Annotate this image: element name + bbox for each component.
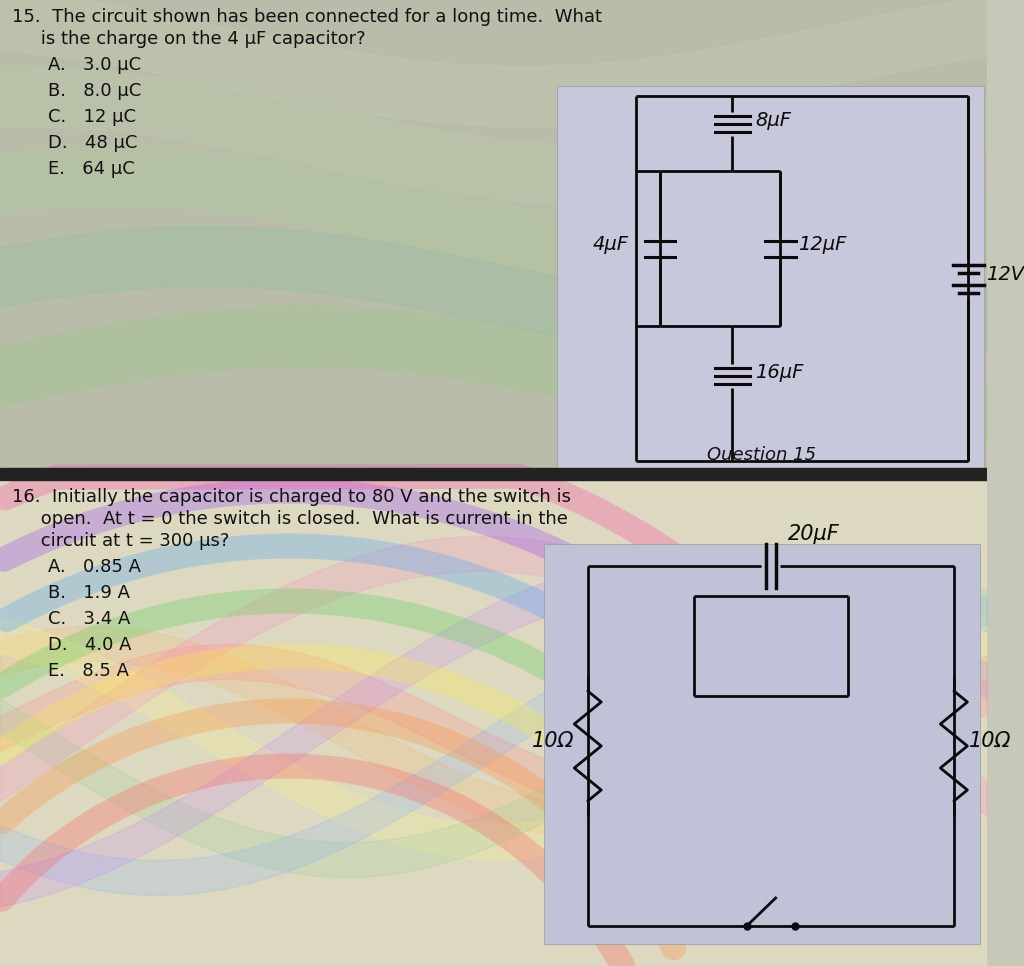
Text: 10Ω: 10Ω <box>970 731 1012 751</box>
Text: 12μF: 12μF <box>798 236 846 254</box>
Text: 16.  Initially the capacitor is charged to 80 V and the switch is: 16. Initially the capacitor is charged t… <box>11 488 570 506</box>
Bar <box>0 468 987 480</box>
Text: C.   12 μC: C. 12 μC <box>48 108 136 126</box>
Text: B.   8.0 μC: B. 8.0 μC <box>48 82 141 100</box>
Text: 8μF: 8μF <box>756 110 792 129</box>
Bar <box>0 0 987 476</box>
Bar <box>557 86 984 471</box>
Text: A.   0.85 A: A. 0.85 A <box>48 558 141 576</box>
Text: C.   3.4 A: C. 3.4 A <box>48 610 130 628</box>
Text: open.  At t = 0 the switch is closed.  What is current in the: open. At t = 0 the switch is closed. Wha… <box>11 510 567 528</box>
Text: 16μF: 16μF <box>756 362 804 382</box>
Bar <box>545 544 980 944</box>
Text: E.   8.5 A: E. 8.5 A <box>48 662 129 680</box>
Text: Question 15: Question 15 <box>707 446 816 464</box>
Bar <box>0 476 987 966</box>
Text: A.   3.0 μC: A. 3.0 μC <box>48 56 141 74</box>
Text: 15.  The circuit shown has been connected for a long time.  What: 15. The circuit shown has been connected… <box>11 8 601 26</box>
Text: 12V: 12V <box>986 266 1024 285</box>
Text: circuit at t = 300 μs?: circuit at t = 300 μs? <box>11 532 229 550</box>
Text: D.   48 μC: D. 48 μC <box>48 134 137 152</box>
Text: B.   1.9 A: B. 1.9 A <box>48 584 130 602</box>
Text: 4μF: 4μF <box>593 236 629 254</box>
Text: 20μF: 20μF <box>788 524 840 544</box>
Text: E.   64 μC: E. 64 μC <box>48 160 135 178</box>
Text: D.   4.0 A: D. 4.0 A <box>48 636 132 654</box>
Text: is the charge on the 4 μF capacitor?: is the charge on the 4 μF capacitor? <box>11 30 366 48</box>
Text: 10Ω: 10Ω <box>531 731 574 751</box>
